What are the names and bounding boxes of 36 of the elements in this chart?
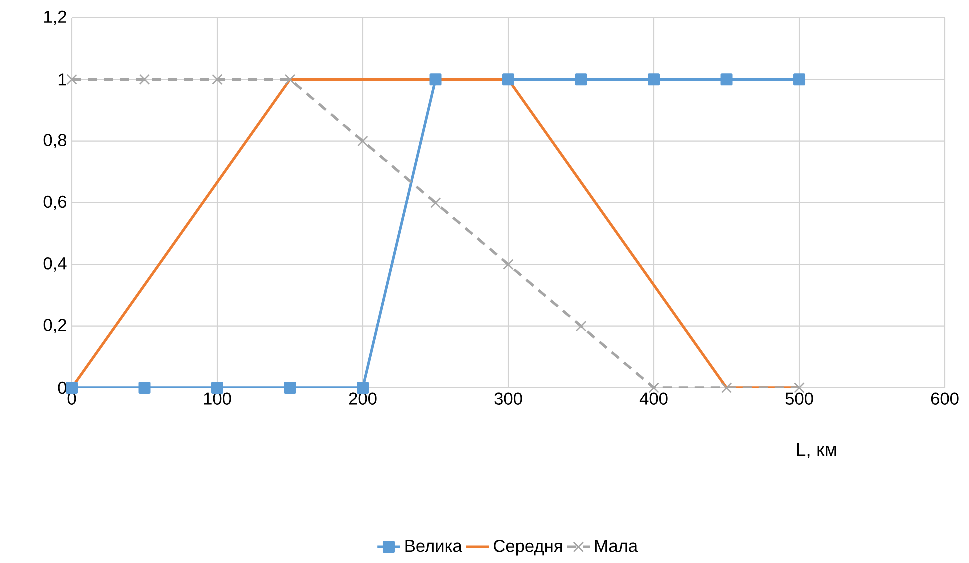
y-tick-label: 0,8	[44, 134, 67, 148]
x-axis-title: L, км	[797, 443, 836, 459]
x-tick-label: 500	[786, 392, 814, 405]
point	[430, 74, 442, 86]
x-tick-label: 100	[204, 392, 232, 405]
point	[794, 382, 805, 394]
point	[284, 382, 296, 394]
point	[794, 74, 806, 86]
x-tick-label: 400	[640, 392, 668, 405]
y-tick-label: 1	[58, 74, 66, 86]
point	[648, 382, 660, 394]
point	[138, 382, 151, 394]
legend-label: Велика	[406, 540, 462, 552]
point	[430, 198, 442, 208]
point	[66, 74, 78, 86]
x-tick-label: 200	[349, 392, 377, 405]
point	[358, 136, 368, 147]
point	[284, 74, 296, 86]
point	[720, 74, 733, 86]
point	[576, 320, 587, 332]
point	[721, 382, 732, 394]
point	[648, 74, 660, 86]
point	[575, 74, 588, 86]
legend-label: Мала	[595, 540, 638, 552]
y-tick-label: 0,2	[44, 319, 66, 334]
y-tick-label: 1,2	[44, 10, 66, 26]
x-tick-label: 300	[494, 392, 522, 405]
point	[139, 74, 150, 86]
point	[503, 259, 514, 270]
y-tick-label: 0,6	[44, 196, 67, 210]
legend-label: Середня	[494, 540, 562, 556]
point	[502, 74, 515, 86]
point	[212, 74, 223, 86]
x-tick-label: 600	[931, 392, 959, 405]
y-tick-label: 0,4	[44, 258, 67, 272]
point	[66, 382, 78, 394]
